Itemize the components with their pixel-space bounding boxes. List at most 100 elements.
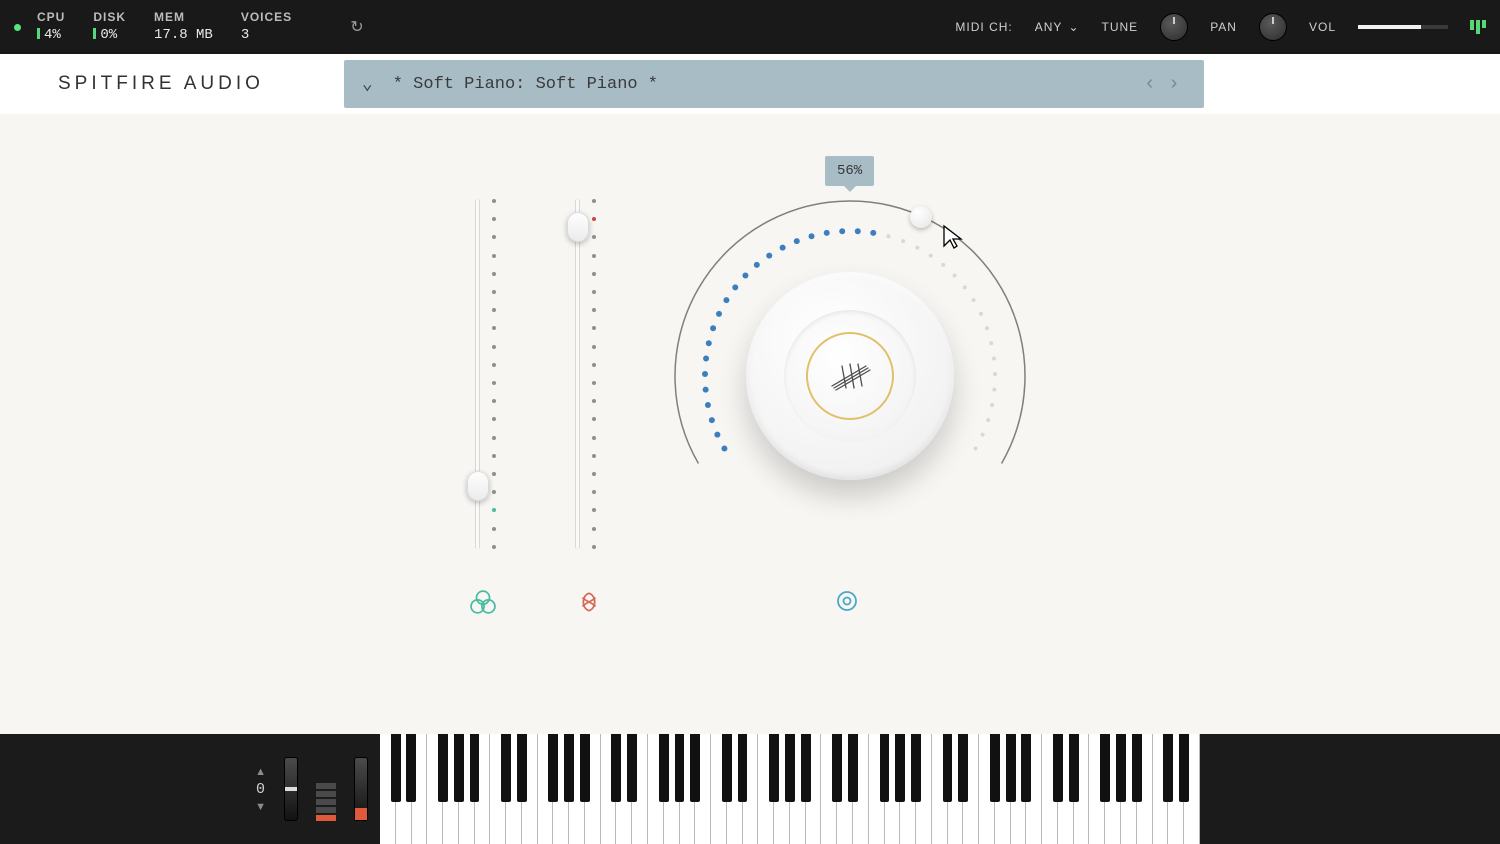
black-key[interactable] xyxy=(1163,734,1173,802)
black-key[interactable] xyxy=(501,734,511,802)
black-key[interactable] xyxy=(438,734,448,802)
black-key[interactable] xyxy=(769,734,779,802)
black-key[interactable] xyxy=(895,734,905,802)
pan-label: PAN xyxy=(1210,20,1237,34)
black-key[interactable] xyxy=(690,734,700,802)
mem-metric: MEM 17.8 MB xyxy=(154,9,213,45)
black-key[interactable] xyxy=(832,734,842,802)
tune-label: TUNE xyxy=(1102,20,1139,34)
slider-thumb[interactable] xyxy=(567,212,589,242)
volume-slider[interactable] xyxy=(1358,25,1448,29)
black-key[interactable] xyxy=(470,734,480,802)
tune-knob[interactable] xyxy=(1160,13,1188,41)
piano-keyboard[interactable] xyxy=(380,734,1200,844)
preset-selector[interactable]: ⌄ * Soft Piano: Soft Piano * ‹ › xyxy=(344,60,1204,108)
slider-scale-dots xyxy=(592,199,602,549)
black-key[interactable] xyxy=(911,734,921,802)
meter-icon[interactable] xyxy=(1470,20,1486,34)
black-key[interactable] xyxy=(659,734,669,802)
chevron-down-icon: ⌄ xyxy=(1068,20,1079,34)
keyboard-left-controls: ▲ 0 ▼ xyxy=(0,734,380,844)
black-key[interactable] xyxy=(722,734,732,802)
midi-label: MIDI CH: xyxy=(955,20,1012,34)
octave-value: 0 xyxy=(256,781,265,798)
knob-position-handle[interactable] xyxy=(910,206,932,228)
disk-label: DISK xyxy=(93,9,126,26)
status-dot xyxy=(14,24,21,31)
dynamics-icon[interactable] xyxy=(576,589,602,615)
mem-value: 17.8 MB xyxy=(154,26,213,46)
black-key[interactable] xyxy=(580,734,590,802)
midi-value: ANY xyxy=(1035,20,1063,34)
octave-up-icon[interactable]: ▲ xyxy=(255,766,266,778)
black-key[interactable] xyxy=(785,734,795,802)
preset-name: * Soft Piano: Soft Piano * xyxy=(393,75,1138,94)
black-key[interactable] xyxy=(848,734,858,802)
preset-prev-icon[interactable]: ‹ xyxy=(1138,73,1162,96)
black-key[interactable] xyxy=(564,734,574,802)
sliders-group xyxy=(470,199,600,549)
black-key[interactable] xyxy=(611,734,621,802)
black-key[interactable] xyxy=(1116,734,1126,802)
pan-knob[interactable] xyxy=(1259,13,1287,41)
mod-wheel-level xyxy=(355,808,367,820)
black-key[interactable] xyxy=(1053,734,1063,802)
keyboard-footer: ▲ 0 ▼ xyxy=(0,734,1500,844)
black-key[interactable] xyxy=(1006,734,1016,802)
voices-value: 3 xyxy=(241,26,292,46)
black-key[interactable] xyxy=(1021,734,1031,802)
voices-label: VOICES xyxy=(241,9,292,26)
logo-scribble-icon xyxy=(828,358,872,394)
dynamics-slider[interactable] xyxy=(570,199,600,549)
slider-icons xyxy=(470,589,602,615)
reverb-icon[interactable] xyxy=(835,589,859,613)
mod-wheel[interactable] xyxy=(354,757,368,821)
black-key[interactable] xyxy=(880,734,890,802)
black-key[interactable] xyxy=(627,734,637,802)
preset-row: SPITFIRE AUDIO ⌄ * Soft Piano: Soft Pian… xyxy=(0,54,1500,114)
cpu-label: CPU xyxy=(37,9,65,26)
black-key[interactable] xyxy=(517,734,527,802)
black-key[interactable] xyxy=(1132,734,1142,802)
main-knob[interactable] xyxy=(746,272,954,480)
vol-label: VOL xyxy=(1309,20,1336,34)
black-key[interactable] xyxy=(454,734,464,802)
disk-metric: DISK 0% xyxy=(93,9,126,45)
expression-slider[interactable] xyxy=(470,199,500,549)
preset-next-icon[interactable]: › xyxy=(1162,73,1186,96)
black-key[interactable] xyxy=(548,734,558,802)
mem-label: MEM xyxy=(154,9,213,26)
black-key[interactable] xyxy=(1100,734,1110,802)
disk-value: 0% xyxy=(93,26,126,46)
black-key[interactable] xyxy=(990,734,1000,802)
voices-metric: VOICES 3 xyxy=(241,9,292,45)
pitch-bend-wheel[interactable] xyxy=(284,757,298,821)
topbar-right: MIDI CH: ANY ⌄ TUNE PAN VOL xyxy=(955,13,1486,41)
main-panel: 56% xyxy=(0,114,1500,734)
preset-dropdown-icon[interactable]: ⌄ xyxy=(362,73,373,95)
slider-thumb[interactable] xyxy=(467,471,489,501)
main-knob-area: 56% xyxy=(670,176,1030,556)
black-key[interactable] xyxy=(1069,734,1079,802)
midi-channel-select[interactable]: ANY ⌄ xyxy=(1035,20,1080,34)
volume-fill xyxy=(1358,25,1421,29)
black-key[interactable] xyxy=(391,734,401,802)
black-key[interactable] xyxy=(958,734,968,802)
expression-icon[interactable] xyxy=(470,589,496,615)
cpu-value: 4% xyxy=(37,26,65,46)
octave-control: ▲ 0 ▼ xyxy=(255,766,266,813)
knob-value-tooltip: 56% xyxy=(825,156,874,186)
black-key[interactable] xyxy=(675,734,685,802)
black-key[interactable] xyxy=(1179,734,1189,802)
octave-down-icon[interactable]: ▼ xyxy=(255,801,266,813)
black-key[interactable] xyxy=(406,734,416,802)
black-key[interactable] xyxy=(738,734,748,802)
black-key[interactable] xyxy=(801,734,811,802)
footer-right-pad xyxy=(1200,734,1500,844)
refresh-icon[interactable]: ↻ xyxy=(350,17,363,37)
velocity-meter-icon xyxy=(316,757,336,821)
black-key[interactable] xyxy=(943,734,953,802)
top-bar: CPU 4% DISK 0% MEM 17.8 MB VOICES 3 ↻ MI… xyxy=(0,0,1500,54)
slider-track xyxy=(575,199,580,549)
brand-label: SPITFIRE AUDIO xyxy=(58,73,264,95)
